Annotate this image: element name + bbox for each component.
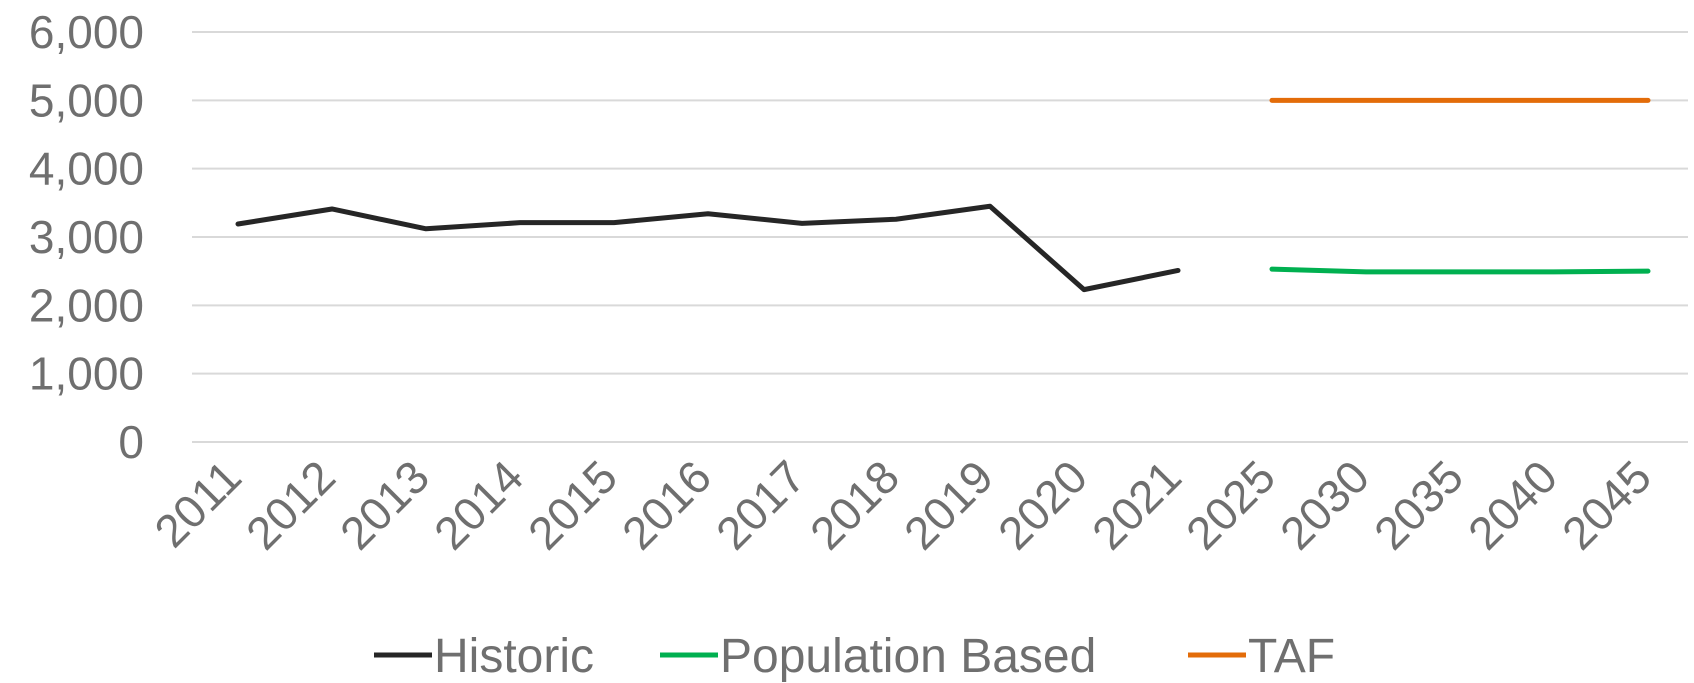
x-tick-label: 2020: [988, 450, 1097, 559]
x-tick-label: 2016: [612, 450, 721, 559]
legend-label: TAF: [1248, 630, 1335, 683]
data-point: [612, 221, 616, 225]
x-tick-label: 2030: [1270, 450, 1379, 559]
data-point: [330, 207, 334, 211]
x-tick-label: 2021: [1082, 450, 1191, 559]
y-tick-label: 1,000: [29, 348, 144, 400]
legend: Historic Population Based TAF: [374, 630, 1335, 683]
y-tick-label: 4,000: [29, 143, 144, 195]
data-point: [424, 227, 428, 231]
x-tick-label: 2045: [1552, 450, 1661, 559]
data-point: [518, 221, 522, 225]
data-point: [1176, 268, 1180, 272]
data-point: [236, 222, 240, 226]
x-tick-label: 2025: [1176, 450, 1285, 559]
x-tick-label: 2040: [1458, 450, 1567, 559]
y-tick-label: 6,000: [29, 6, 144, 58]
data-point: [894, 217, 898, 221]
y-axis-tick-labels: 0 1,000 2,000 3,000 4,000 5,000 6,000: [29, 6, 144, 468]
data-point: [1458, 270, 1462, 274]
x-tick-label: 2014: [424, 450, 533, 559]
data-point: [1270, 267, 1274, 271]
x-axis-tick-labels: 2011201220132014201520162017201820192020…: [144, 450, 1661, 559]
legend-label: Population Based: [720, 630, 1096, 683]
data-point: [1552, 98, 1556, 102]
series-line-historic: [235, 203, 1181, 293]
y-tick-label: 3,000: [29, 211, 144, 263]
data-point: [1364, 270, 1368, 274]
x-tick-label: 2019: [894, 450, 1003, 559]
x-tick-label: 2017: [706, 450, 815, 559]
data-point: [800, 221, 804, 225]
series-lines: [235, 97, 1651, 293]
data-point: [1270, 98, 1274, 102]
data-point: [1552, 270, 1556, 274]
legend-label: Historic: [434, 630, 594, 683]
x-tick-label: 2012: [236, 450, 345, 559]
x-tick-label: 2015: [518, 450, 627, 559]
y-tick-label: 5,000: [29, 74, 144, 126]
data-point: [1458, 98, 1462, 102]
data-point: [1646, 98, 1650, 102]
data-point: [1646, 269, 1650, 273]
gridlines: [192, 31, 1688, 443]
x-tick-label: 2011: [144, 450, 251, 557]
data-point: [988, 204, 992, 208]
x-tick-label: 2013: [330, 450, 439, 559]
x-tick-label: 2018: [800, 450, 909, 559]
x-tick-label: 2035: [1364, 450, 1473, 559]
data-point: [706, 212, 710, 216]
y-tick-label: 2,000: [29, 279, 144, 331]
y-tick-label: 0: [118, 416, 144, 468]
data-point: [1082, 288, 1086, 292]
data-point: [1364, 98, 1368, 102]
